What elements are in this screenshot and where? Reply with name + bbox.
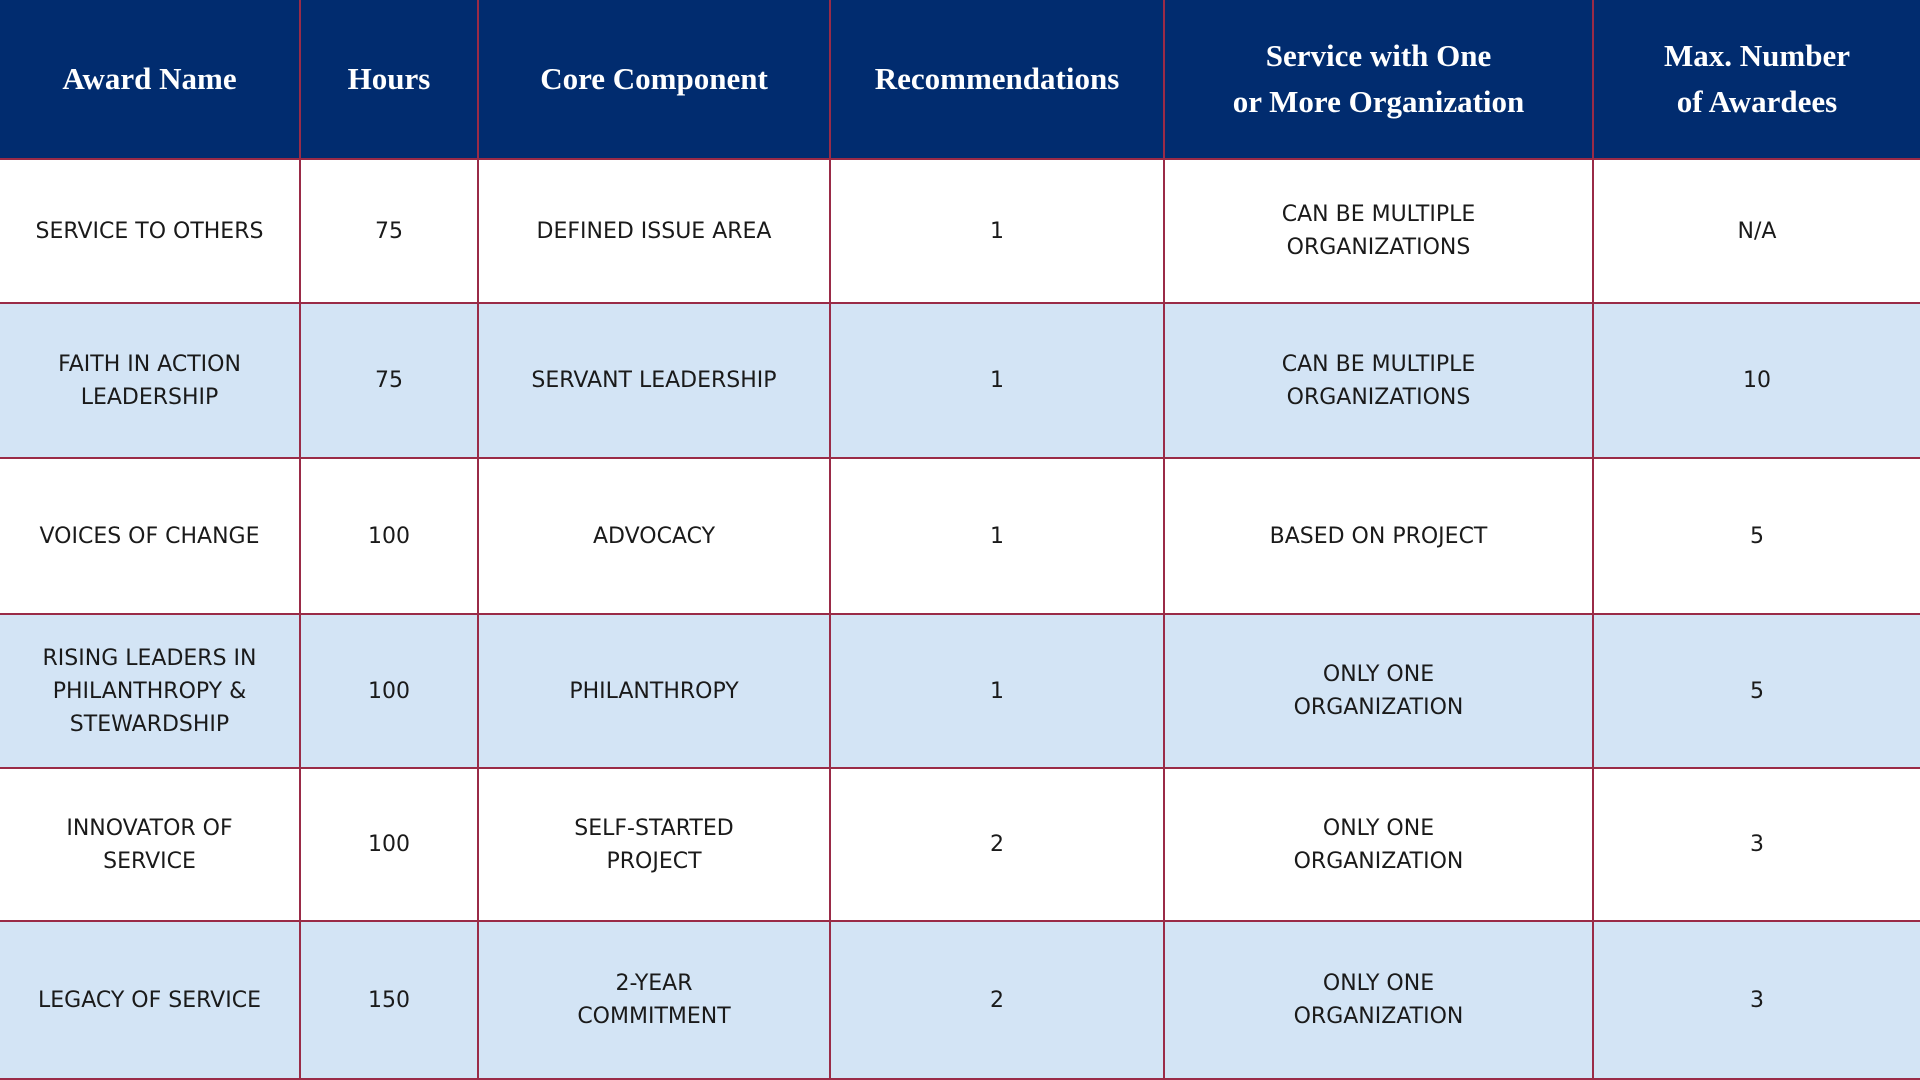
cell-text: LEADERSHIP (80, 384, 219, 410)
cell-text: ORGANIZATION (1293, 695, 1464, 720)
cell-text: Core Component (540, 61, 768, 96)
cell-text: SERVICE (103, 848, 196, 874)
table-cell: 100 (301, 459, 479, 615)
cell-text: 75 (375, 218, 403, 244)
cell-text: 75 (375, 368, 403, 393)
table-cell: 3 (1594, 922, 1920, 1080)
table-cell: 75 (301, 160, 479, 304)
table-cell: LEGACY OF SERVICE (0, 922, 301, 1080)
header-cell: Recommendations (831, 0, 1165, 160)
cell-text: Award Name (62, 61, 237, 96)
table-cell: 1 (831, 304, 1165, 459)
cell-text: 10 (1743, 368, 1771, 393)
cell-text: ORGANIZATIONS (1286, 235, 1471, 260)
cell-text: RISING LEADERS IN (42, 645, 257, 671)
cell-text: 2 (990, 987, 1004, 1013)
cell-text: ONLY ONE (1322, 971, 1435, 996)
table-cell: 10 (1594, 304, 1920, 459)
table-cell: CAN BE MULTIPLE ORGANIZATIONS (1165, 304, 1594, 459)
cell-text: 100 (368, 832, 410, 857)
cell-text: VOICES OF CHANGE (39, 523, 260, 549)
cell-text: 1 (990, 218, 1004, 244)
cell-text: 2 (990, 832, 1004, 857)
table-cell: ONLY ONE ORGANIZATION (1165, 769, 1594, 922)
cell-text: Recommendations (874, 61, 1120, 96)
cell-text: LEGACY OF SERVICE (38, 987, 261, 1013)
table-cell: N/A (1594, 160, 1920, 304)
header-cell: Max. Number of Awardees (1594, 0, 1920, 160)
table-cell: SERVICE TO OTHERS (0, 160, 301, 304)
header-cell: Service with One or More Organization (1165, 0, 1594, 160)
table-cell: SELF-STARTED PROJECT (479, 769, 831, 922)
cell-text: FAITH IN ACTION (58, 351, 241, 377)
cell-text: SELF-STARTED (574, 815, 734, 841)
cell-text: ORGANIZATION (1293, 1004, 1464, 1029)
cell-text: STEWARDSHIP (69, 711, 230, 737)
table-cell: 75 (301, 304, 479, 459)
cell-text: BASED ON PROJECT (1269, 523, 1488, 549)
cell-text: 5 (1750, 523, 1764, 549)
cell-text: DEFINED ISSUE AREA (536, 218, 772, 244)
cell-text: 3 (1750, 987, 1764, 1013)
table-cell: INNOVATOR OF SERVICE (0, 769, 301, 922)
cell-text: N/A (1737, 218, 1777, 244)
header-cell: Hours (301, 0, 479, 160)
table-cell: 5 (1594, 459, 1920, 615)
table-cell: 100 (301, 769, 479, 922)
cell-text: 150 (368, 987, 410, 1013)
cell-text: 2-YEAR (615, 971, 693, 996)
cell-text: 3 (1750, 832, 1764, 857)
table-cell: 100 (301, 615, 479, 769)
cell-text: of Awardees (1676, 84, 1838, 119)
cell-text: PROJECT (606, 848, 702, 874)
cell-text: COMMITMENT (577, 1004, 731, 1029)
cell-text: 100 (368, 523, 410, 549)
table-cell: SERVANT LEADERSHIP (479, 304, 831, 459)
table-cell: 3 (1594, 769, 1920, 922)
cell-text: 5 (1750, 678, 1764, 704)
table-cell: BASED ON PROJECT (1165, 459, 1594, 615)
cell-text: SERVANT LEADERSHIP (531, 368, 777, 393)
cell-text: or More Organization (1232, 84, 1525, 119)
cell-text: Hours (347, 61, 431, 96)
table-cell: CAN BE MULTIPLE ORGANIZATIONS (1165, 160, 1594, 304)
table-cell: RISING LEADERS IN PHILANTHROPY & STEWARDSH… (0, 615, 301, 769)
table-cell: 150 (301, 922, 479, 1080)
cell-text: ORGANIZATION (1293, 848, 1464, 874)
cell-text: PHILANTHROPY & (52, 678, 247, 704)
table-cell: VOICES OF CHANGE (0, 459, 301, 615)
cell-text: ONLY ONE (1322, 815, 1435, 841)
cell-text: ONLY ONE (1322, 662, 1435, 687)
table-cell: ADVOCACY (479, 459, 831, 615)
table-cell: DEFINED ISSUE AREA (479, 160, 831, 304)
cell-text: ADVOCACY (592, 523, 716, 549)
cell-text: 1 (990, 678, 1004, 704)
cell-text: 1 (990, 523, 1004, 549)
table-cell: 2 (831, 769, 1165, 922)
cell-text: SERVICE TO OTHERS (35, 218, 264, 244)
cell-text: 1 (990, 368, 1004, 393)
cell-text: CAN BE MULTIPLE (1281, 351, 1476, 377)
cell-text: Max. Number (1664, 38, 1850, 73)
table-cell: 2 (831, 922, 1165, 1080)
table-cell: 2-YEAR COMMITMENT (479, 922, 831, 1080)
cell-text: PHILANTHROPY (569, 678, 739, 704)
table-cell: 1 (831, 615, 1165, 769)
cell-text: INNOVATOR OF (66, 815, 233, 841)
table-cell: PHILANTHROPY (479, 615, 831, 769)
cell-text: Service with One (1265, 38, 1492, 73)
table-cell: 5 (1594, 615, 1920, 769)
table-cell: 1 (831, 459, 1165, 615)
table-cell: FAITH IN ACTION LEADERSHIP (0, 304, 301, 459)
table-cell: ONLY ONE ORGANIZATION (1165, 615, 1594, 769)
cell-text: ORGANIZATIONS (1286, 384, 1471, 410)
table-cell: ONLY ONE ORGANIZATION (1165, 922, 1594, 1080)
header-cell: Award Name (0, 0, 301, 160)
cell-text: CAN BE MULTIPLE (1281, 202, 1476, 227)
cell-text: 100 (368, 678, 410, 704)
header-cell: Core Component (479, 0, 831, 160)
table-cell: 1 (831, 160, 1165, 304)
